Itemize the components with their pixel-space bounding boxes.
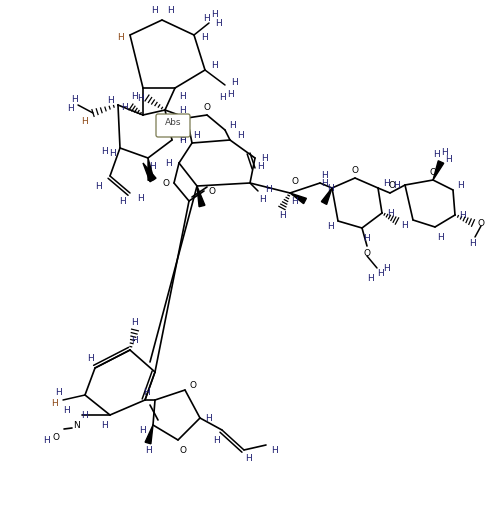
- Polygon shape: [145, 425, 153, 444]
- Text: H: H: [402, 221, 408, 229]
- Text: H: H: [109, 149, 115, 157]
- Text: O: O: [477, 219, 484, 227]
- Text: H: H: [219, 92, 225, 102]
- Text: H: H: [212, 60, 218, 69]
- Text: H: H: [178, 133, 185, 143]
- Text: H: H: [394, 180, 400, 190]
- Text: O: O: [190, 381, 197, 389]
- Text: H: H: [118, 197, 125, 205]
- Text: H: H: [194, 130, 201, 140]
- Text: H: H: [214, 435, 220, 445]
- Text: H: H: [137, 194, 143, 202]
- Text: H: H: [383, 178, 390, 188]
- Text: H: H: [262, 153, 268, 162]
- Text: H: H: [132, 91, 139, 101]
- Text: H: H: [132, 317, 139, 327]
- Text: H: H: [107, 96, 113, 105]
- Text: O: O: [389, 180, 396, 190]
- Text: N: N: [74, 421, 80, 430]
- Text: H: H: [82, 410, 88, 420]
- Text: H: H: [140, 426, 146, 434]
- Text: H: H: [231, 78, 237, 86]
- Text: O: O: [162, 178, 169, 188]
- Text: H: H: [327, 183, 333, 193]
- Text: H: H: [436, 233, 444, 242]
- Polygon shape: [433, 161, 444, 180]
- Text: H: H: [271, 446, 277, 454]
- Text: H: H: [257, 161, 264, 171]
- Text: H: H: [321, 178, 328, 188]
- Text: O: O: [429, 168, 436, 176]
- Text: O: O: [52, 432, 59, 442]
- Text: H: H: [327, 221, 333, 230]
- Polygon shape: [148, 158, 154, 180]
- Text: H: H: [178, 135, 185, 145]
- FancyBboxPatch shape: [156, 114, 190, 137]
- Text: H: H: [292, 197, 298, 205]
- Text: H: H: [458, 180, 464, 190]
- Text: H: H: [432, 150, 439, 158]
- Text: H: H: [151, 6, 157, 14]
- Text: H: H: [201, 33, 207, 41]
- Polygon shape: [197, 186, 205, 207]
- Text: H: H: [167, 6, 173, 14]
- Text: H: H: [72, 95, 79, 104]
- Text: H: H: [87, 354, 93, 362]
- Text: H: H: [203, 13, 209, 22]
- Text: H: H: [227, 89, 233, 99]
- Text: H: H: [138, 94, 144, 103]
- Text: H: H: [279, 211, 285, 220]
- Text: H: H: [150, 161, 156, 171]
- Text: H: H: [446, 154, 453, 164]
- Text: O: O: [179, 446, 186, 454]
- Text: H: H: [44, 435, 50, 445]
- Text: H: H: [376, 268, 384, 277]
- Text: H: H: [366, 273, 373, 283]
- Text: H: H: [62, 406, 70, 414]
- Text: H: H: [179, 91, 186, 101]
- Text: H: H: [132, 336, 139, 344]
- Text: H: H: [121, 103, 129, 111]
- Text: H: H: [470, 239, 476, 247]
- Polygon shape: [322, 188, 332, 204]
- Text: H: H: [51, 399, 58, 407]
- Text: H: H: [102, 147, 108, 155]
- Text: O: O: [204, 103, 211, 111]
- Text: H: H: [236, 130, 243, 140]
- Text: H: H: [205, 413, 211, 423]
- Text: H: H: [215, 18, 221, 28]
- Text: H: H: [145, 446, 151, 454]
- Text: H: H: [363, 234, 370, 243]
- Text: O: O: [291, 176, 298, 185]
- Text: H: H: [230, 121, 236, 129]
- Text: O: O: [363, 248, 370, 258]
- Text: H: H: [102, 421, 108, 430]
- Text: H: H: [260, 195, 267, 203]
- Text: H: H: [387, 208, 394, 218]
- Text: H: H: [178, 105, 185, 114]
- Text: H: H: [245, 453, 253, 462]
- Text: H: H: [68, 104, 75, 112]
- Text: H: H: [54, 387, 61, 397]
- Text: H: H: [166, 158, 172, 168]
- Text: O: O: [351, 166, 358, 174]
- Text: H: H: [116, 33, 123, 41]
- Text: H: H: [82, 117, 88, 126]
- Text: H: H: [322, 171, 329, 179]
- Text: H: H: [211, 10, 217, 18]
- Polygon shape: [143, 163, 156, 182]
- Text: H: H: [384, 264, 391, 272]
- Polygon shape: [290, 193, 306, 204]
- Text: H: H: [95, 181, 101, 191]
- Text: H: H: [440, 148, 448, 156]
- Text: H: H: [460, 211, 466, 220]
- Text: H: H: [144, 387, 150, 397]
- Text: Abs: Abs: [165, 118, 181, 127]
- Text: O: O: [209, 187, 216, 196]
- Text: H: H: [265, 184, 271, 194]
